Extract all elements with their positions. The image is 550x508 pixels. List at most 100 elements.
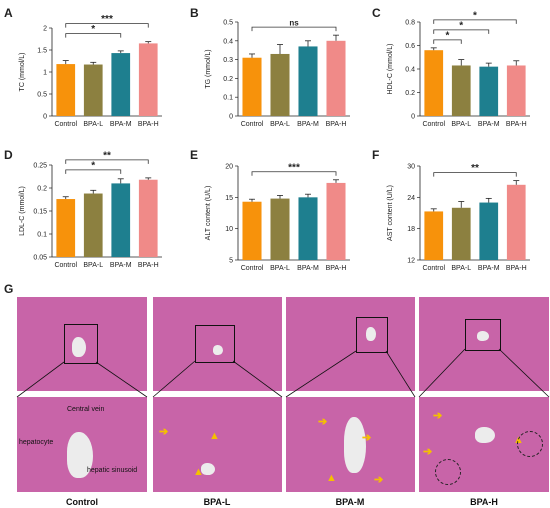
bar-bpa-l <box>270 53 290 116</box>
x-tick-label: Control <box>422 265 445 272</box>
panel-label-c: C <box>372 6 381 20</box>
y-axis-label: LDL-C (mmol/L) <box>19 186 26 236</box>
x-tick-label: BPA-H <box>326 121 347 128</box>
zoom-box <box>195 325 235 363</box>
histology-control-low-mag <box>17 297 147 391</box>
y-tick-label: 0.2 <box>405 90 415 97</box>
bar-bpa-l <box>83 64 103 116</box>
bar-bpa-l <box>451 207 471 260</box>
histology-caption-bpa-h: BPA-H <box>470 497 498 507</box>
bar-bpa-l <box>83 193 103 257</box>
yellow-arrow-icon: ➔ <box>362 432 372 444</box>
y-tick-label: 0.2 <box>37 186 47 193</box>
central-vein-shape <box>72 337 86 357</box>
central-vein-shape <box>475 427 495 443</box>
y-tick-label: 0 <box>43 114 47 121</box>
significance-bracket <box>251 26 337 32</box>
x-tick-label: BPA-L <box>83 121 103 128</box>
bar-bpa-m <box>479 66 499 116</box>
significance-label: * <box>91 24 95 35</box>
y-tick-label: 0.5 <box>223 20 233 27</box>
significance-bracket <box>65 169 122 174</box>
bar-bpa-l <box>270 198 290 260</box>
bar-bpa-l <box>451 65 471 116</box>
histology-bpa-h-high-mag: ➔ ➔ ▲ <box>419 397 549 492</box>
x-tick-label: Control <box>54 121 77 128</box>
dashed-circle-marker <box>435 459 461 485</box>
significance-bracket <box>433 29 490 34</box>
x-tick-label: BPA-L <box>270 121 290 128</box>
histology-control-high-mag: Central vein hepatocyte hepatic sinusoid <box>17 397 147 492</box>
y-tick-label: 0.1 <box>223 95 233 102</box>
panel-label-e: E <box>190 148 199 162</box>
y-tick-label: 2 <box>43 26 47 33</box>
chart-b <box>235 21 350 117</box>
bar-control <box>56 64 76 116</box>
bar-control <box>424 50 444 117</box>
histology-bpa-h-low-mag <box>419 297 549 391</box>
significance-label: ** <box>471 163 479 174</box>
x-tick-label: Control <box>54 262 77 269</box>
y-tick-label: 0.15 <box>33 209 47 216</box>
yellow-arrow-icon: ▲ <box>193 466 204 478</box>
histology-bpa-m-high-mag: ➔ ➔ ➔ ▲ <box>286 397 415 492</box>
y-tick-label: 0.1 <box>37 232 47 239</box>
central-vein-shape <box>366 327 376 341</box>
central-vein-shape <box>213 345 223 355</box>
bar-bpa-h <box>506 65 526 116</box>
y-tick-label: 12 <box>407 258 415 265</box>
panel-label-g: G <box>4 282 14 296</box>
panel-label-d: D <box>4 148 13 162</box>
x-tick-label: BPA-M <box>110 262 132 269</box>
y-tick-label: 24 <box>407 195 415 202</box>
y-axis-label: TC (mmol/L) <box>19 53 26 92</box>
x-tick-label: BPA-H <box>138 121 159 128</box>
bar-control <box>56 199 76 257</box>
x-tick-label: BPA-M <box>478 265 500 272</box>
x-tick-label: BPA-L <box>451 265 471 272</box>
y-tick-label: 0.4 <box>405 67 415 74</box>
x-tick-label: BPA-L <box>83 262 103 269</box>
zoom-box <box>356 317 388 353</box>
bar-bpa-m <box>479 202 499 260</box>
significance-label: ** <box>103 150 111 161</box>
y-tick-label: 1 <box>43 70 47 77</box>
x-tick-label: BPA-L <box>451 121 471 128</box>
yellow-arrow-icon: ➔ <box>433 410 443 422</box>
histology-bpa-l-high-mag: ➔ ▲ ▲ <box>153 397 282 492</box>
significance-bracket <box>251 171 337 176</box>
y-tick-label: 1.5 <box>37 48 47 55</box>
hepatocyte-label: hepatocyte <box>19 439 54 446</box>
y-tick-label: 0.3 <box>223 57 233 64</box>
yellow-arrow-icon: ➔ <box>318 416 328 428</box>
bar-control <box>424 211 444 260</box>
x-tick-label: BPA-H <box>506 121 527 128</box>
significance-bracket <box>65 159 149 164</box>
y-tick-label: 0.5 <box>37 92 47 99</box>
y-tick-label: 0.2 <box>223 76 233 83</box>
bar-control <box>242 57 262 116</box>
significance-label: *** <box>288 162 300 173</box>
y-tick-label: 30 <box>407 164 415 171</box>
panel-label-f: F <box>372 148 380 162</box>
yellow-arrow-icon: ▲ <box>326 472 337 484</box>
x-tick-label: BPA-M <box>478 121 500 128</box>
y-tick-label: 15 <box>225 195 233 202</box>
x-tick-label: Control <box>422 121 445 128</box>
bar-bpa-m <box>111 183 131 257</box>
significance-bracket <box>65 33 122 38</box>
y-axis-label: ALT content (U/L) <box>205 186 212 241</box>
y-tick-label: 0.8 <box>405 20 415 27</box>
central-vein-shape <box>344 417 366 473</box>
central-vein-shape <box>477 331 489 341</box>
bar-bpa-h <box>506 184 526 260</box>
y-tick-label: 0.6 <box>405 43 415 50</box>
dashed-circle-marker <box>517 431 543 457</box>
significance-label: ns <box>289 19 299 28</box>
significance-bracket <box>433 39 462 44</box>
y-tick-label: 18 <box>407 226 415 233</box>
panel-label-b: B <box>190 6 199 20</box>
central-vein-shape <box>201 463 215 475</box>
bar-bpa-m <box>111 53 131 116</box>
